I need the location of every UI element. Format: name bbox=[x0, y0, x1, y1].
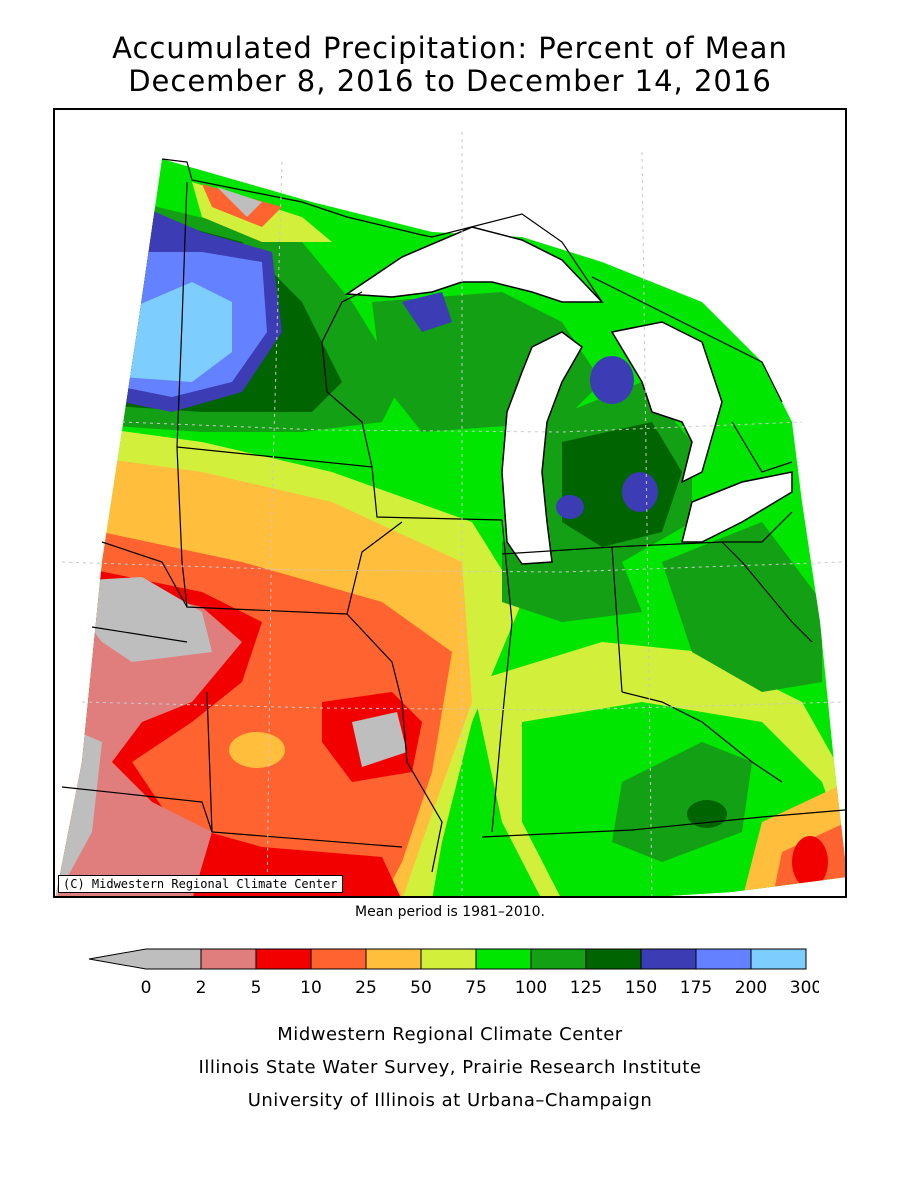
map-canvas bbox=[55, 132, 845, 896]
legend-swatch-5 bbox=[255, 948, 312, 970]
legend-swatch-2 bbox=[200, 948, 257, 970]
legend-swatch-25 bbox=[365, 948, 422, 970]
legend-label-125: 125 bbox=[570, 978, 602, 998]
legend-swatch-75 bbox=[475, 948, 532, 970]
great-lakes bbox=[344, 226, 793, 565]
legend-label-150: 150 bbox=[625, 978, 657, 998]
legend-swatch-10 bbox=[310, 948, 367, 970]
map-title: Accumulated Precipitation: Percent of Me… bbox=[112, 31, 788, 65]
legend-label-0: 0 bbox=[141, 978, 152, 998]
legend-swatch-150 bbox=[640, 948, 697, 970]
legend-label-10: 10 bbox=[300, 978, 322, 998]
legend-swatch-125 bbox=[585, 948, 642, 970]
legend-label-100: 100 bbox=[515, 978, 547, 998]
legend-swatch-50 bbox=[420, 948, 477, 970]
copyright-label: (C) Midwestern Regional Climate Center bbox=[58, 875, 343, 893]
legend-swatch-100 bbox=[530, 948, 587, 970]
map-date-range: December 8, 2016 to December 14, 2016 bbox=[128, 64, 772, 98]
footer-line-mrcc: Midwestern Regional Climate Center bbox=[277, 1024, 623, 1045]
precipitation-map: (C) Midwestern Regional Climate Center bbox=[53, 108, 847, 898]
color-legend: 0 2 5 10 25 50 75 100 125 150 175 200 300 bbox=[89, 948, 819, 998]
legend-label-50: 50 bbox=[410, 978, 432, 998]
legend-label-200: 200 bbox=[735, 978, 767, 998]
lat-lon-grid bbox=[61, 132, 843, 896]
legend-label-175: 175 bbox=[680, 978, 712, 998]
legend-swatch-0 bbox=[89, 948, 202, 970]
state-boundaries bbox=[61, 158, 845, 873]
legend-swatch-200 bbox=[750, 948, 807, 970]
legend-label-2: 2 bbox=[196, 978, 207, 998]
legend-swatch-175 bbox=[695, 948, 752, 970]
legend-label-75: 75 bbox=[465, 978, 487, 998]
footer-credits: Midwestern Regional Climate Center Illin… bbox=[0, 1018, 900, 1117]
legend-label-5: 5 bbox=[251, 978, 262, 998]
footer-line-uiuc: University of Illinois at Urbana–Champai… bbox=[247, 1090, 653, 1111]
legend-label-300: 300 bbox=[790, 978, 819, 998]
legend-label-25: 25 bbox=[355, 978, 377, 998]
mean-period-note: Mean period is 1981–2010. bbox=[355, 904, 545, 920]
footer-line-isws: Illinois State Water Survey, Prairie Res… bbox=[198, 1057, 702, 1078]
